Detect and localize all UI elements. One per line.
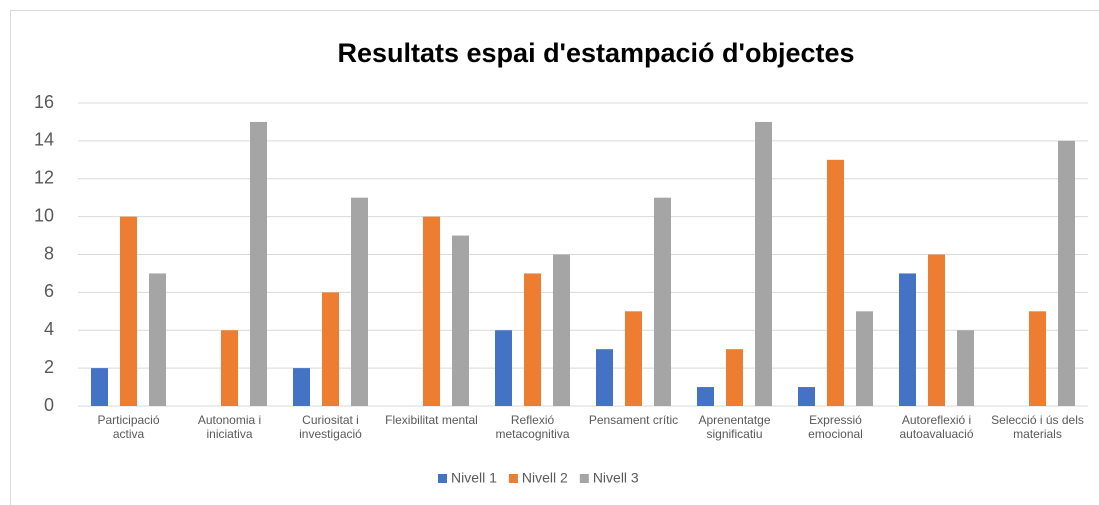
x-tick-label: Pensament crític xyxy=(588,413,679,427)
bar xyxy=(250,121,267,406)
bar xyxy=(596,349,613,406)
bar xyxy=(1058,140,1075,406)
y-tick-label: 10 xyxy=(34,205,54,225)
x-tick-label: Autoreflexió i autoavaluació xyxy=(899,413,974,441)
bar xyxy=(322,292,339,406)
legend-swatch xyxy=(438,474,447,483)
bar xyxy=(697,387,714,406)
bar xyxy=(423,216,440,406)
y-tick-label: 6 xyxy=(44,281,54,301)
x-tick-label: Flexibilitat mental xyxy=(385,413,478,427)
bar xyxy=(293,368,310,406)
bar xyxy=(553,254,570,406)
y-tick-label: 12 xyxy=(34,168,54,188)
bar xyxy=(625,311,642,406)
legend-label: Nivell 3 xyxy=(593,470,639,486)
bar xyxy=(351,197,368,406)
bar xyxy=(221,330,238,406)
bar xyxy=(755,121,772,406)
x-tick-label: Curiositat i investigació xyxy=(299,413,362,441)
y-tick-label: 4 xyxy=(44,319,54,339)
bar xyxy=(1029,311,1046,406)
y-tick-label: 0 xyxy=(44,395,54,415)
chart-title: Resultats espai d'estampació d'objectes xyxy=(337,38,854,68)
x-tick-label: Selecció i ús dels materials xyxy=(991,413,1084,441)
legend-label: Nivell 1 xyxy=(451,470,497,486)
bar xyxy=(899,273,916,406)
bar xyxy=(91,368,108,406)
x-tick-label: Expressió emocional xyxy=(808,413,863,441)
bar xyxy=(495,330,512,406)
bar xyxy=(120,216,137,406)
legend-label: Nivell 2 xyxy=(522,470,568,486)
bar xyxy=(654,197,671,406)
bar xyxy=(524,273,541,406)
bar xyxy=(452,235,469,406)
bar xyxy=(957,330,974,406)
bar xyxy=(856,311,873,406)
bar xyxy=(928,254,945,406)
bar xyxy=(827,159,844,406)
y-tick-label: 2 xyxy=(44,357,54,377)
x-tick-label: Autonomia i iniciativa xyxy=(197,413,262,441)
y-tick-label: 16 xyxy=(34,92,54,112)
y-tick-label: 8 xyxy=(44,243,54,263)
x-tick-label: Reflexió metacognitiva xyxy=(495,413,570,441)
x-tick-label: Aprenentatge significatiu xyxy=(698,413,771,441)
legend-swatch xyxy=(579,474,589,483)
bar xyxy=(798,387,815,406)
chart-border xyxy=(10,10,1099,505)
x-tick-label: Participació activa xyxy=(97,413,160,441)
legend-swatch xyxy=(508,474,518,483)
y-tick-label: 14 xyxy=(34,130,54,150)
bar xyxy=(149,273,166,406)
bar xyxy=(726,349,743,406)
